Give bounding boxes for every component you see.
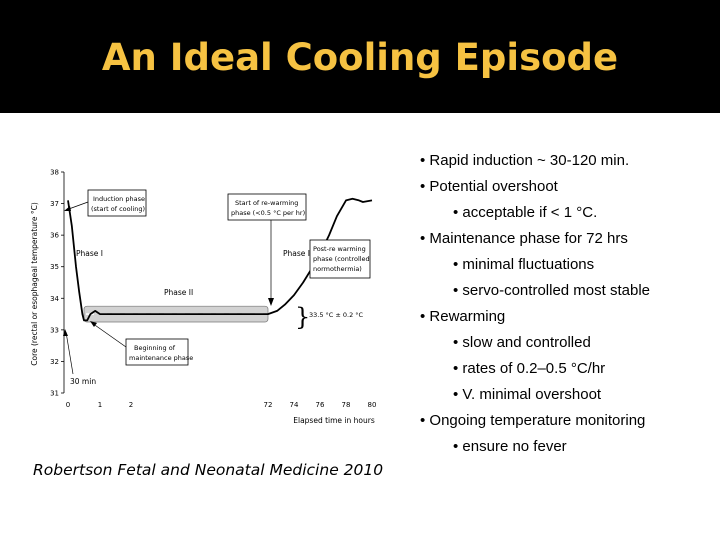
y-tick-label: 31 [50, 390, 59, 398]
bullet-item: • servo-controlled most stable [453, 282, 650, 299]
x-tick-label: 76 [316, 401, 325, 409]
title-bar: An Ideal Cooling Episode [0, 0, 720, 113]
rewarming-annotation: Start of re-warming phase (<0.5 °C per hr… [231, 199, 305, 217]
chart-plot: 31 32 33 34 35 36 37 38 0 1 2 72 74 76 78 80 [50, 169, 376, 410]
bullet-list: • Rapid induction ~ 30-120 min. • Potenti… [420, 148, 720, 460]
thirty-min-label: 30 min [70, 377, 96, 386]
band-brace: } [295, 303, 310, 331]
cooling-chart: 31 32 33 34 35 36 37 38 0 1 2 72 74 76 78 80 Core (rect… [30, 169, 376, 426]
y-tick-label: 32 [50, 358, 59, 366]
phase-2-label: Phase II [164, 288, 193, 297]
temperature-curve [67, 197, 373, 322]
phase-1-label: Phase I [76, 249, 103, 258]
rewarming-annotation-box [227, 193, 307, 221]
y-tick-label: 37 [50, 200, 59, 208]
x-tick-label: 0 [66, 401, 70, 409]
post-rewarming-annotation-box [309, 239, 371, 279]
bullet-item: • minimal fluctuations [453, 256, 595, 273]
induction-annotation: Induction phase (start of cooling) [91, 195, 145, 213]
bullet-item: • Rapid induction ~ 30-120 min. [420, 152, 630, 169]
maintenance-annotation: Beginning of maintenance phase [129, 344, 193, 362]
bullet-item: • Potential overshoot [420, 178, 558, 195]
slide-title: An Ideal Cooling Episode [101, 36, 619, 79]
bullet-item: • slow and controlled [453, 334, 591, 351]
bullet-item: • Maintenance phase for 72 hrs [420, 230, 628, 247]
x-tick-label: 74 [290, 401, 299, 409]
x-tick-label: 1 [98, 401, 102, 409]
bullet-item: • V. minimal overshoot [453, 386, 602, 403]
maintenance-annotation-box [125, 338, 189, 366]
y-tick-label: 36 [50, 232, 59, 240]
bullet-item: • Rewarming [420, 308, 506, 325]
phase-3-label: Phase III [283, 249, 314, 258]
x-tick-label: 2 [129, 401, 133, 409]
bullet-item: • rates of 0.2–0.5 °C/hr [453, 360, 606, 377]
band-label: 33.5 °C ± 0.2 °C [309, 311, 364, 319]
y-tick-label: 34 [50, 295, 59, 303]
x-axis-label: Elapsed time in hours [293, 416, 375, 425]
y-axis-label: Core (rectal or esophageal temperature °… [30, 202, 39, 366]
y-tick-label: 33 [50, 326, 59, 334]
bullet-item: • ensure no fever [453, 438, 567, 455]
x-tick-label: 72 [264, 401, 273, 409]
induction-annotation-box [87, 189, 147, 217]
y-tick-label: 35 [50, 263, 59, 271]
citation: Robertson Fetal and Neonatal Medicine 20… [33, 461, 384, 479]
post-rewarming-annotation: Post-re warming phase (controlled normothe… [313, 245, 370, 273]
x-tick-label: 78 [342, 401, 351, 409]
y-tick-label: 38 [50, 169, 59, 177]
x-tick-label: 80 [368, 401, 377, 409]
bullet-item: • acceptable if < 1 °C. [453, 204, 598, 221]
bullet-item: • Ongoing temperature monitoring [420, 412, 646, 429]
